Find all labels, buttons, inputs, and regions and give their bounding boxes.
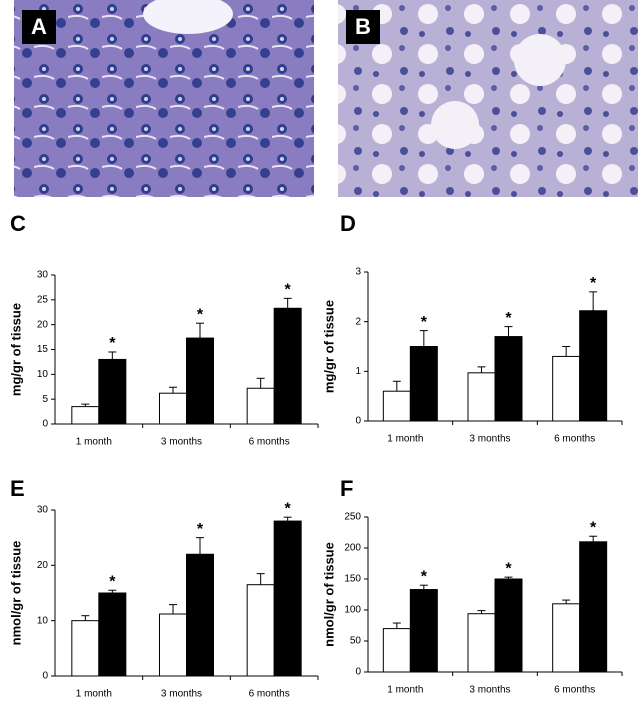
- x-tick-label: 1 month: [387, 685, 423, 696]
- bar: [186, 337, 214, 425]
- y-tick-label: 0: [355, 416, 361, 427]
- y-tick-label: 5: [42, 394, 48, 405]
- vacuole: [431, 101, 479, 149]
- significance-mark: *: [505, 560, 512, 577]
- x-tick-label: 3 months: [161, 689, 202, 700]
- y-tick-label: 0: [42, 671, 48, 682]
- bar: [579, 541, 608, 673]
- panel-label: D: [340, 211, 356, 236]
- vessel: [143, 0, 233, 34]
- significance-mark: *: [590, 519, 597, 536]
- bar: [552, 603, 581, 673]
- bar: [159, 613, 187, 677]
- x-tick-label: 6 months: [249, 689, 290, 700]
- x-tick-label: 6 months: [249, 437, 290, 448]
- bar: [273, 307, 302, 425]
- panel-label: C: [10, 211, 26, 236]
- y-tick-label: 2: [355, 316, 361, 327]
- y-tick-label: 20: [37, 560, 49, 571]
- y-tick-label: 200: [344, 543, 361, 554]
- y-tick-label: 15: [37, 344, 49, 355]
- bar: [98, 358, 127, 425]
- significance-mark: *: [505, 310, 512, 327]
- y-axis-label: nmol/gr of tissue: [8, 541, 23, 646]
- bar: [246, 584, 275, 677]
- bar: [579, 310, 608, 422]
- panel-badge: [22, 10, 56, 44]
- x-tick-label: 6 months: [554, 434, 595, 445]
- panel-badge: [346, 10, 380, 44]
- panel-label: A: [31, 14, 47, 39]
- significance-mark: *: [421, 314, 428, 331]
- bar: [273, 520, 302, 677]
- y-axis-label: mg/gr of tissue: [321, 300, 336, 393]
- y-axis-label: mg/gr of tissue: [8, 303, 23, 396]
- y-tick-label: 150: [344, 574, 361, 585]
- bar: [467, 372, 496, 422]
- y-tick-label: 50: [350, 636, 362, 647]
- bar: [409, 346, 438, 422]
- y-tick-label: 30: [37, 505, 49, 516]
- x-tick-label: 3 months: [161, 437, 202, 448]
- bar: [71, 620, 100, 677]
- bar: [98, 592, 127, 677]
- panel-label: F: [340, 476, 353, 501]
- histology-image: [338, 0, 638, 197]
- bar: [409, 589, 438, 673]
- significance-mark: *: [421, 568, 428, 585]
- y-tick-label: 100: [344, 605, 361, 616]
- bar: [71, 406, 100, 425]
- x-tick-label: 1 month: [387, 434, 423, 445]
- y-tick-label: 25: [37, 294, 49, 305]
- bar: [467, 613, 496, 673]
- significance-mark: *: [109, 335, 116, 352]
- bar: [382, 628, 411, 673]
- x-tick-label: 1 month: [76, 689, 112, 700]
- panel-label: E: [10, 476, 25, 501]
- significance-mark: *: [285, 282, 292, 299]
- y-tick-label: 30: [37, 270, 49, 281]
- x-tick-label: 3 months: [469, 685, 510, 696]
- histology-image: [14, 0, 314, 197]
- bar: [494, 336, 523, 422]
- x-tick-label: 6 months: [554, 685, 595, 696]
- bar: [186, 553, 214, 677]
- significance-mark: *: [197, 306, 204, 323]
- bar: [494, 578, 523, 673]
- y-tick-label: 20: [37, 319, 49, 330]
- y-tick-label: 10: [37, 369, 49, 380]
- bar: [246, 387, 275, 425]
- y-axis-label: nmol/gr of tissue: [321, 542, 336, 647]
- y-tick-label: 250: [344, 512, 361, 523]
- panel-label: B: [355, 14, 371, 39]
- x-tick-label: 3 months: [469, 434, 510, 445]
- bar: [382, 390, 411, 422]
- bar: [552, 355, 581, 422]
- significance-mark: *: [109, 573, 116, 590]
- y-tick-label: 0: [355, 667, 361, 678]
- bar: [159, 392, 187, 425]
- y-tick-label: 3: [355, 267, 361, 278]
- significance-mark: *: [285, 500, 292, 517]
- x-tick-label: 1 month: [76, 437, 112, 448]
- significance-mark: *: [197, 521, 204, 538]
- significance-mark: *: [590, 275, 597, 292]
- y-tick-label: 10: [37, 615, 49, 626]
- vacuole: [514, 34, 566, 86]
- y-tick-label: 0: [42, 419, 48, 430]
- y-tick-label: 1: [355, 366, 361, 377]
